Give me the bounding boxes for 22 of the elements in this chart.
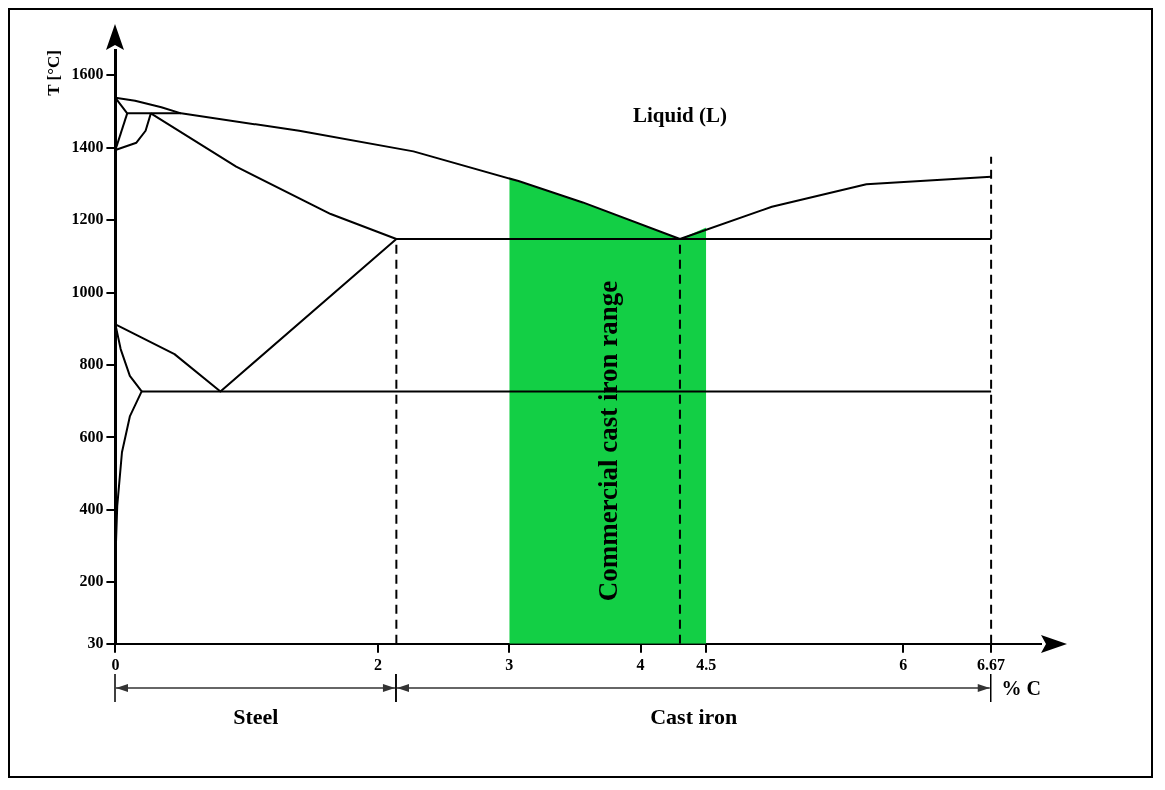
x-tick-label: 3: [505, 655, 514, 673]
x-axis-title: % C: [1001, 677, 1041, 700]
y-axis-title: T [°C]: [43, 50, 63, 96]
y-tick-label: 200: [79, 572, 104, 590]
x-tick-label: 6.67: [977, 655, 1006, 673]
x-tick-label: 6: [899, 655, 908, 673]
text: Steel: [233, 703, 279, 730]
x-tick-label: 4.5: [696, 655, 717, 673]
y-tick-label: 1600: [71, 65, 104, 83]
y-tick-label: 1000: [71, 282, 104, 300]
annotation: Commercial cast iron range: [592, 281, 624, 602]
annotation: Liquid (L): [632, 102, 727, 128]
y-tick-label: 30: [87, 633, 104, 651]
x-tick-label: 2: [373, 655, 382, 673]
x-tick-label: 4: [636, 655, 645, 673]
y-tick-label: 400: [79, 499, 104, 517]
text: Cast iron: [650, 703, 738, 730]
x-tick-label: 0: [111, 655, 120, 673]
y-tick-label: 1200: [71, 210, 104, 228]
y-tick-label: 1400: [71, 137, 104, 155]
y-tick-label: 600: [79, 427, 104, 445]
y-tick-label: 800: [79, 355, 104, 373]
